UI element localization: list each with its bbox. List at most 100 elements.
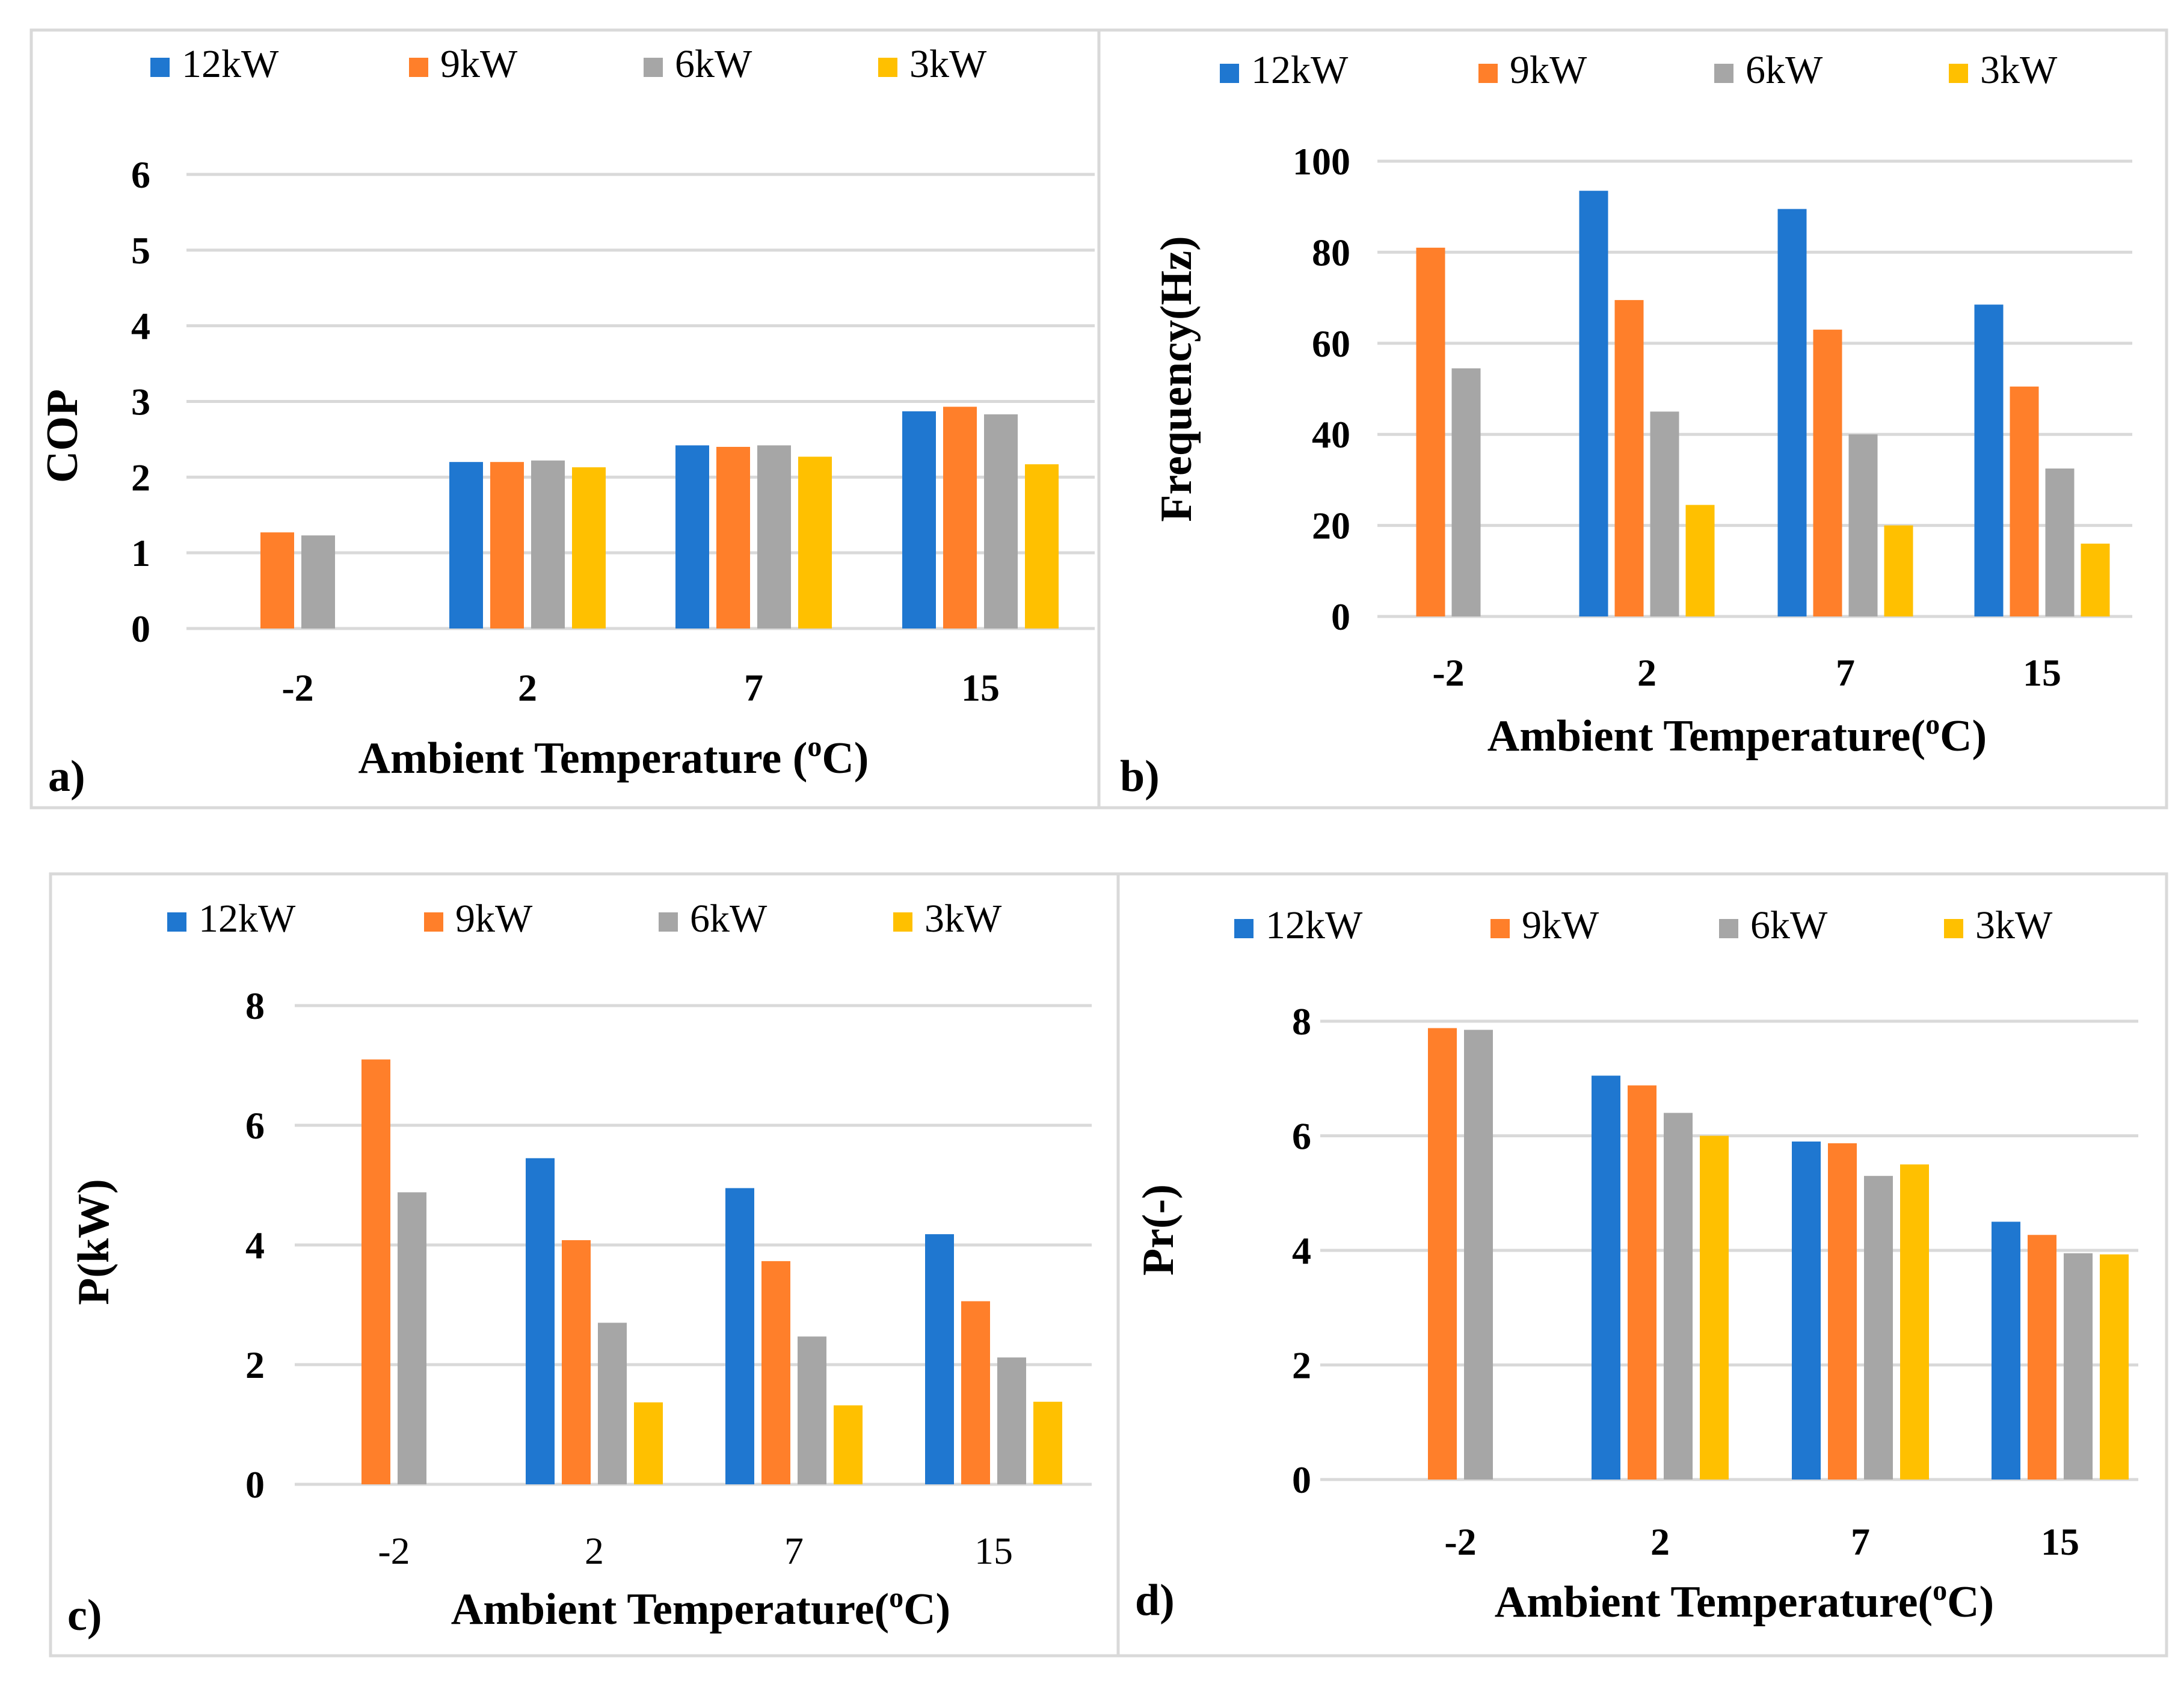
bar-c-6kW-2 (598, 1323, 627, 1484)
x-tick-label: -2 (1432, 651, 1464, 694)
legend-swatch-3kW (878, 58, 897, 77)
bar-d-9kW-2 (1628, 1085, 1656, 1480)
legend-label: 6kW (675, 42, 752, 86)
y-tick-label: 2 (131, 456, 150, 499)
x-tick-label: 2 (1637, 651, 1656, 694)
y-tick-label: 8 (245, 985, 265, 1027)
legend-swatch-3kW (1944, 919, 1963, 938)
x-tick-label: 15 (2041, 1520, 2079, 1563)
y-tick-label: 6 (1292, 1115, 1311, 1158)
x-tick-label: 2 (585, 1529, 604, 1572)
bar-a-6kW-2 (531, 460, 565, 628)
bar-d-6kW-2 (1664, 1113, 1693, 1480)
x-tick-label: 15 (2023, 651, 2061, 694)
x-tick-label: 7 (744, 666, 763, 709)
bar-b-12kW-7 (1777, 209, 1807, 616)
bar-b-3kW-15 (2081, 543, 2110, 616)
bar-c-9kW-7 (761, 1261, 790, 1484)
legend-swatch-9kW (1490, 919, 1510, 938)
y-tick-label: 5 (131, 229, 150, 272)
bar-c-3kW-15 (1033, 1401, 1062, 1484)
bar-b-6kW-2 (1650, 411, 1679, 616)
panel-label: d) (1135, 1576, 1175, 1625)
x-axis-title: Ambient Temperature(oC) (451, 1582, 950, 1634)
x-axis-title: Ambient Temperature(oC) (1495, 1575, 1994, 1627)
x-axis-title: Ambient Temperature(oC) (1487, 708, 1987, 761)
bar-c-3kW-2 (634, 1402, 663, 1484)
legend-label: 6kW (690, 897, 767, 941)
legend-swatch-6kW (659, 912, 678, 932)
x-tick-label: 15 (961, 666, 1000, 709)
x-tick-label: 7 (784, 1529, 804, 1572)
chart-panel-b: 0 20 40 60 80 100 -2 2 7 15 12kW 9kW 6kW 3kW Ambient T… (1097, 28, 2168, 810)
x-axis-title-superscript: o (807, 731, 822, 763)
bar-d-12kW-2 (1592, 1075, 1620, 1480)
bar-a-3kW-15 (1025, 464, 1059, 628)
x-tick-label: -2 (378, 1529, 410, 1572)
legend-label: 9kW (440, 42, 518, 86)
bar-a-12kW-2 (449, 462, 483, 628)
bar-b-9kW--2 (1416, 247, 1445, 617)
y-tick-label: 4 (245, 1224, 265, 1267)
y-tick-label: 4 (1292, 1229, 1311, 1272)
legend-label: 12kW (1251, 48, 1349, 92)
bar-a-6kW-15 (984, 414, 1018, 628)
legend-label: 9kW (1522, 903, 1599, 947)
x-tick-label: 2 (1650, 1520, 1670, 1563)
bar-d-9kW-7 (1828, 1143, 1857, 1480)
legend-swatch-12kW (167, 912, 186, 932)
bar-d-9kW-15 (2028, 1235, 2056, 1480)
bar-d-3kW-7 (1900, 1164, 1929, 1480)
y-axis-title: Frequency(Hz) (1152, 236, 1201, 521)
bar-a-9kW-15 (943, 407, 977, 628)
bar-a-12kW-15 (902, 411, 936, 628)
bar-d-3kW-2 (1700, 1136, 1729, 1480)
bar-b-9kW-2 (1614, 300, 1644, 616)
panel-label: b) (1120, 752, 1160, 801)
bar-a-6kW-7 (757, 445, 791, 628)
bar-c-6kW-15 (997, 1357, 1026, 1484)
bar-a-6kW--2 (301, 535, 335, 628)
y-axis-title: P(kW) (69, 1179, 118, 1305)
chart-panel-d: 0 2 4 6 8 -2 2 7 15 12kW 9kW 6kW 3kW Ambient Temperat… (1116, 872, 2168, 1658)
x-tick-label: 7 (1851, 1520, 1870, 1563)
panel-label: a) (48, 752, 85, 801)
x-axis-title-text: Ambient Temperature ( (358, 734, 808, 783)
bar-c-3kW-7 (834, 1405, 863, 1484)
bar-d-6kW--2 (1464, 1030, 1493, 1480)
legend-label: 3kW (1980, 48, 2058, 92)
chart-panel-a: 0 1 2 3 4 5 6 -2 2 7 15 12kW 9kW 6kW 3kW Ambient Temper… (29, 28, 1101, 810)
bar-a-3kW-7 (798, 456, 832, 628)
y-axis-title: Pr(-) (1134, 1184, 1183, 1276)
y-tick-label: 4 (131, 305, 150, 348)
x-axis-title-superscript: o (889, 1582, 903, 1614)
bar-d-12kW-7 (1792, 1142, 1821, 1480)
bar-a-3kW-2 (572, 467, 606, 628)
x-axis-title-text: Ambient Temperature( (1495, 1578, 1933, 1627)
bar-b-9kW-7 (1813, 330, 1842, 616)
y-tick-label: 0 (1292, 1458, 1311, 1501)
legend-swatch-12kW (150, 58, 170, 77)
legend-swatch-12kW (1234, 919, 1253, 938)
legend-label: 3kW (909, 42, 987, 86)
bar-b-6kW-7 (1848, 434, 1878, 616)
bar-c-9kW-2 (562, 1240, 591, 1484)
bar-c-12kW-15 (925, 1234, 954, 1484)
x-axis-title-superscript: o (1925, 708, 1940, 740)
y-tick-label: 0 (131, 607, 150, 650)
y-tick-label: 6 (245, 1104, 265, 1147)
x-tick-label: -2 (281, 666, 313, 709)
y-tick-label: 20 (1312, 505, 1350, 547)
x-axis-title-unit: C) (1940, 711, 1987, 761)
chart-panel-c: 0 2 4 6 8 -2 2 7 15 12kW 9kW 6kW 3kW Ambient Temperat… (49, 872, 1120, 1658)
panel-border (29, 28, 1101, 810)
bar-d-6kW-15 (2064, 1253, 2093, 1480)
x-axis-title-unit: C) (903, 1585, 950, 1634)
x-axis-title-superscript: o (1933, 1575, 1947, 1606)
bar-b-3kW-7 (1884, 525, 1913, 616)
bar-a-12kW-7 (675, 445, 709, 628)
legend-label: 6kW (1750, 903, 1828, 947)
legend-swatch-9kW (409, 58, 428, 77)
legend-swatch-9kW (1478, 64, 1498, 83)
